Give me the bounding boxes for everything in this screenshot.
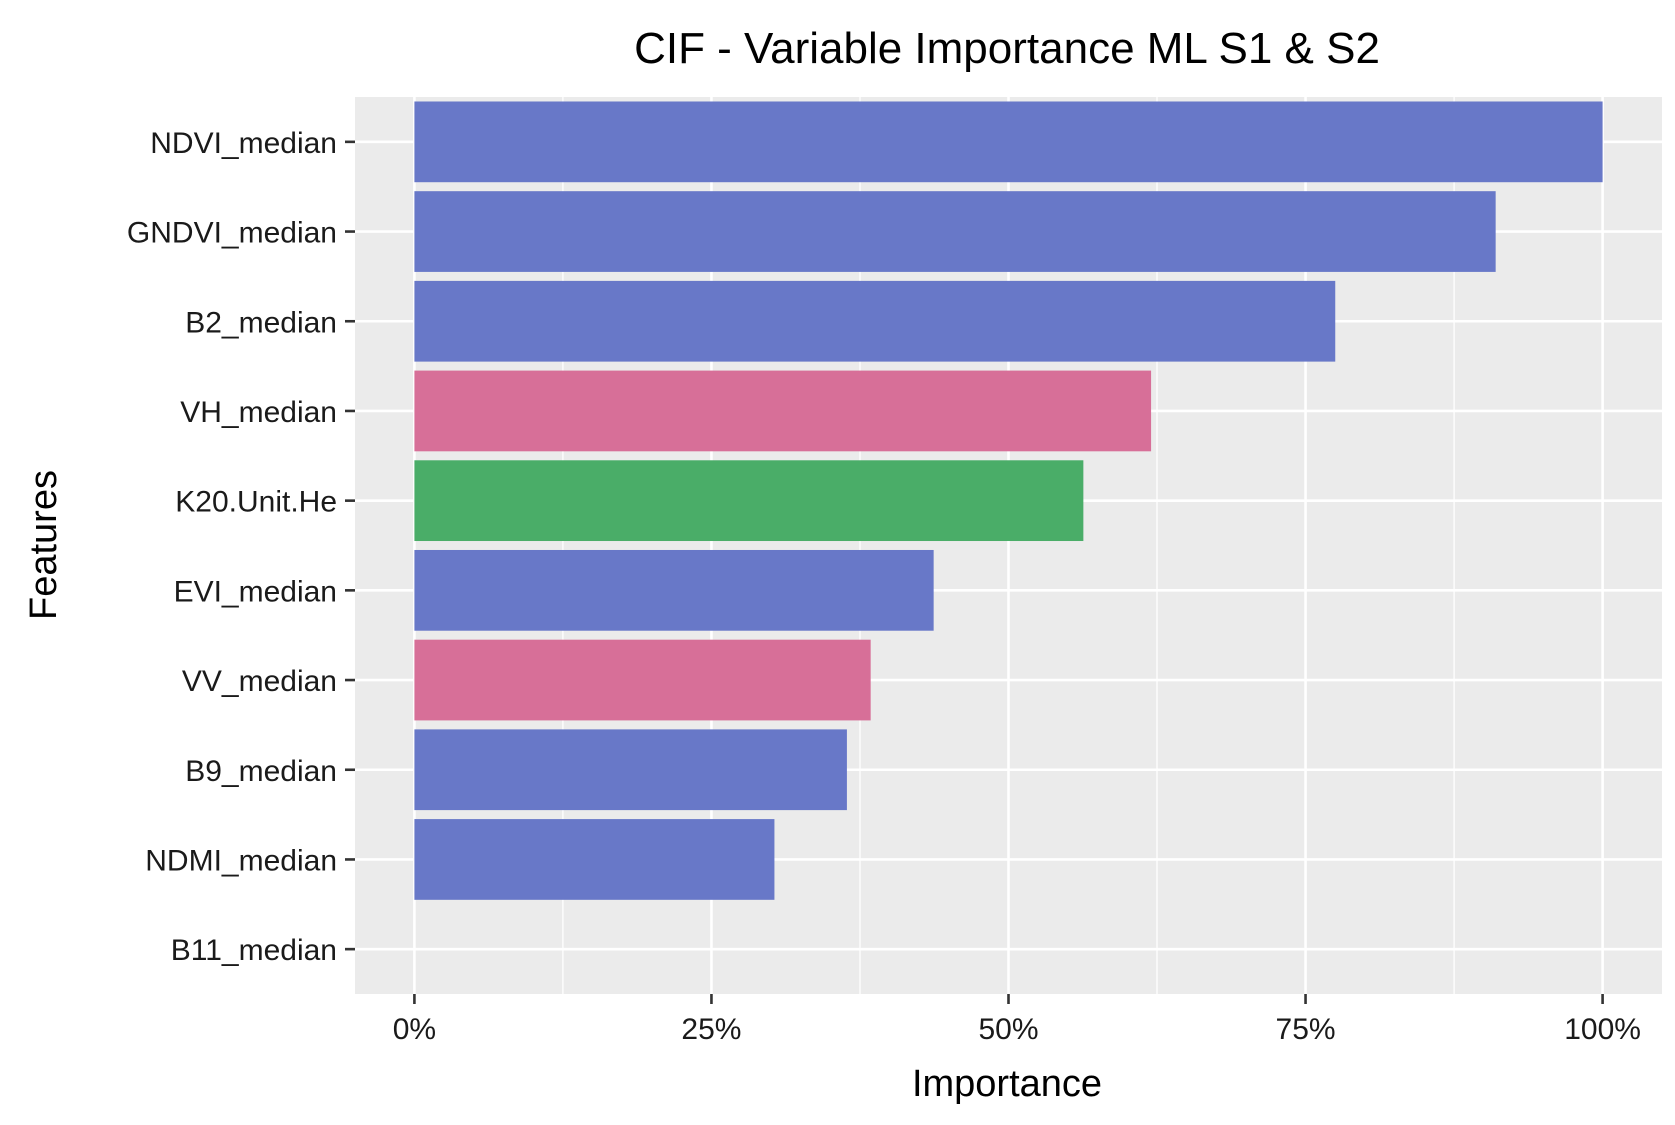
y-tick-label: B11_median <box>171 934 337 967</box>
y-tick-label: K20.Unit.He <box>175 486 337 519</box>
x-tick-label: 100% <box>1564 1013 1641 1046</box>
x-tick-label: 25% <box>681 1013 741 1046</box>
y-tick-label: NDVI_median <box>150 127 337 160</box>
bar-ndvi-median <box>414 101 1603 183</box>
bars-group <box>414 101 1603 900</box>
y-axis-title: Features <box>23 470 65 620</box>
x-axis-title: Importance <box>912 1063 1102 1105</box>
y-tick-label: NDMI_median <box>145 844 337 877</box>
y-axis: NDVI_median GNDVI_median B2_median VH_media… <box>127 127 355 967</box>
bar-ndmi-median <box>414 819 775 900</box>
x-tick-label: 50% <box>978 1013 1038 1046</box>
x-tick-label: 75% <box>1276 1013 1336 1046</box>
y-tick-label: B2_median <box>185 306 337 339</box>
y-tick-label: B9_median <box>185 755 337 788</box>
bar-evi-median <box>414 549 934 631</box>
bar-b2-median <box>414 280 1336 362</box>
x-tick-label: 0% <box>393 1013 436 1046</box>
bar-gndvi-median <box>414 191 1496 272</box>
bar-b9-median <box>414 729 847 811</box>
x-axis: 0% 25% 50% 75% 100% <box>393 994 1641 1046</box>
bar-vh-median <box>414 370 1152 452</box>
bar-vv-median <box>414 639 871 721</box>
bar-k20-unit-he <box>414 460 1084 542</box>
y-tick-label: VH_median <box>180 396 337 429</box>
chart-title: CIF - Variable Importance ML S1 & S2 <box>634 24 1380 73</box>
y-tick-label: GNDVI_median <box>127 217 337 250</box>
y-tick-label: EVI_median <box>174 575 337 608</box>
y-tick-label: VV_median <box>182 665 337 698</box>
